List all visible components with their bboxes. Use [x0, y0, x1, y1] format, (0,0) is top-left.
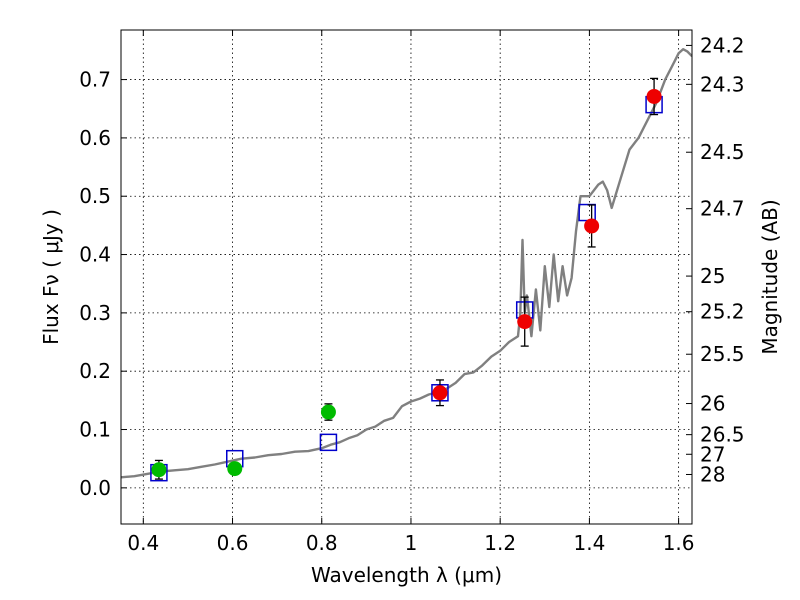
- magnitude-tick-label: 24.2: [700, 33, 745, 57]
- magnitude-tick-label: 24.3: [700, 72, 745, 96]
- y-tick-label: 0.1: [79, 418, 111, 442]
- magnitude-tick-label: 25.5: [700, 342, 745, 366]
- measurement-marker: [584, 218, 600, 234]
- x-tick-label: 0.8: [306, 531, 338, 555]
- measurement-marker: [320, 404, 336, 420]
- magnitude-tick-label: 26.5: [700, 423, 745, 447]
- measurement-marker: [432, 385, 448, 401]
- measurement-marker: [646, 88, 662, 104]
- magnitude-axis-label: Magnitude (AB): [758, 199, 782, 354]
- magnitude-tick-label: 26: [700, 392, 725, 416]
- x-tick-label: 1.4: [573, 531, 605, 555]
- x-axis-label: Wavelength λ (μm): [311, 563, 502, 587]
- model-square-marker: [319, 433, 338, 452]
- measurement-marker: [227, 461, 243, 477]
- model-square-marker: [578, 203, 596, 222]
- series-optical-measurements: [151, 403, 336, 480]
- axis-ticks: 0.4 0.6 0.8 1 1.2 1.4 1.6 0.0 0.1 0.2 0.3 0.4 0.5 0.6…: [79, 30, 745, 555]
- magnitude-tick-label: 28: [700, 462, 725, 486]
- sed-line: [121, 48, 692, 479]
- x-tick-label: 0.4: [127, 531, 159, 555]
- x-tick-label: 1.6: [663, 531, 695, 555]
- y-tick-label: 0.4: [79, 243, 111, 267]
- magnitude-tick-label: 24.5: [700, 140, 745, 164]
- magnitude-tick-label: 24.7: [700, 197, 745, 221]
- plot-frame: [120, 29, 693, 525]
- series-model-sed: [121, 48, 692, 479]
- y-tick-label: 0.2: [79, 359, 111, 383]
- magnitude-tick-label: 27: [700, 442, 725, 466]
- measurement-marker: [151, 462, 167, 478]
- series-nir-measurements: [432, 77, 662, 407]
- x-tick-label: 0.6: [217, 531, 249, 555]
- x-tick-label: 1.2: [484, 531, 516, 555]
- magnitude-tick-label: 25: [700, 264, 725, 288]
- y-axis-label: Flux Fν ( μJy ): [39, 209, 63, 345]
- measurement-marker: [517, 314, 533, 330]
- plot-series: [121, 48, 692, 482]
- x-tick-label: 1: [405, 531, 418, 555]
- y-tick-label: 0.0: [79, 476, 111, 500]
- y-tick-label: 0.5: [79, 184, 111, 208]
- y-tick-label: 0.3: [79, 301, 111, 325]
- series-model-photometry: [150, 95, 663, 482]
- grid-lines: [121, 30, 692, 524]
- magnitude-tick-label: 25.2: [700, 300, 745, 324]
- y-tick-label: 0.7: [79, 68, 111, 92]
- y-tick-label: 0.6: [79, 126, 111, 150]
